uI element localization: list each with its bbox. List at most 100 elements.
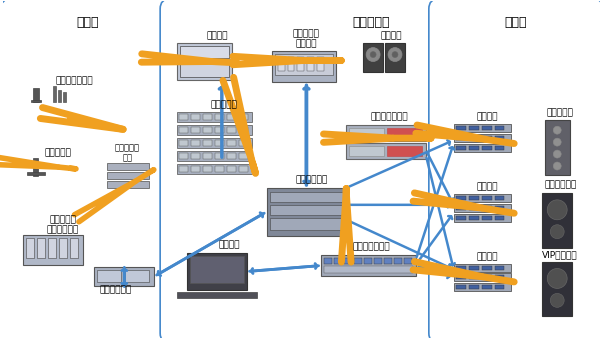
Text: 数字功放: 数字功放 <box>477 113 498 122</box>
Bar <box>107 163 149 170</box>
Bar <box>125 270 149 282</box>
Bar <box>215 114 224 120</box>
Bar <box>384 258 392 263</box>
Bar <box>325 258 332 263</box>
Text: 无线传声器系统: 无线传声器系统 <box>56 76 94 85</box>
Bar <box>317 57 325 72</box>
Bar <box>179 127 188 133</box>
Text: 数字功放: 数字功放 <box>477 182 498 192</box>
Bar <box>482 146 491 150</box>
Text: 观众区扩声: 观众区扩声 <box>547 109 574 118</box>
Bar <box>456 276 466 279</box>
Bar <box>469 265 479 270</box>
Bar <box>215 140 224 146</box>
Circle shape <box>553 126 561 134</box>
Bar <box>346 143 426 159</box>
Bar <box>456 216 466 220</box>
Bar <box>203 140 212 146</box>
Circle shape <box>392 52 398 58</box>
Bar <box>27 172 45 175</box>
Bar <box>203 114 212 120</box>
Bar <box>239 140 248 146</box>
Bar <box>191 140 200 146</box>
Bar <box>227 140 236 146</box>
Bar <box>177 293 257 298</box>
Bar <box>58 91 61 102</box>
Bar <box>456 126 466 130</box>
Bar <box>469 276 479 279</box>
Bar <box>177 125 252 135</box>
Circle shape <box>550 225 564 239</box>
Bar <box>62 92 65 102</box>
Bar <box>190 256 244 283</box>
Bar <box>275 54 334 76</box>
Bar <box>482 285 491 290</box>
Bar <box>469 136 479 140</box>
Bar <box>454 274 511 281</box>
Bar <box>482 276 491 279</box>
Bar <box>37 238 45 258</box>
Text: 调音台接口箱: 调音台接口箱 <box>295 176 328 184</box>
Circle shape <box>547 268 567 288</box>
Circle shape <box>547 200 567 220</box>
Bar <box>179 114 188 120</box>
Text: 有线传声器: 有线传声器 <box>44 148 71 158</box>
Bar <box>215 166 224 172</box>
Bar <box>454 283 511 292</box>
Bar <box>482 216 491 220</box>
Bar <box>454 124 511 132</box>
Bar <box>33 158 38 176</box>
Bar <box>354 258 362 263</box>
Bar <box>177 151 252 161</box>
Bar <box>203 166 212 172</box>
Bar <box>456 146 466 150</box>
Bar <box>482 196 491 200</box>
Bar <box>494 136 505 140</box>
Text: 观众区: 观众区 <box>76 16 99 29</box>
Bar <box>469 126 479 130</box>
Text: 控制电脑: 控制电脑 <box>218 240 239 249</box>
Bar <box>307 57 314 72</box>
Bar <box>394 258 402 263</box>
Bar <box>59 238 67 258</box>
Text: 数字调音台: 数字调音台 <box>293 29 320 38</box>
Bar <box>227 114 236 120</box>
Bar <box>469 216 479 220</box>
Bar <box>456 206 466 210</box>
Bar <box>287 57 295 72</box>
Bar <box>107 181 149 188</box>
Bar <box>298 57 304 72</box>
Bar <box>456 136 466 140</box>
Bar <box>179 153 188 159</box>
Bar <box>469 285 479 290</box>
Bar <box>456 196 466 200</box>
Bar <box>180 61 229 77</box>
Circle shape <box>553 138 561 146</box>
Bar <box>203 127 212 133</box>
Text: 观众区: 观众区 <box>504 16 527 29</box>
Bar <box>33 88 39 102</box>
Bar <box>47 238 56 258</box>
Bar <box>454 214 511 222</box>
Bar <box>191 127 200 133</box>
Bar <box>227 153 236 159</box>
Bar <box>179 140 188 146</box>
Bar <box>239 127 248 133</box>
Text: 数字调音台: 数字调音台 <box>49 215 76 224</box>
Bar <box>97 270 121 282</box>
Text: 数字音频处理器: 数字音频处理器 <box>370 113 408 122</box>
Text: 信号塞孔排: 信号塞孔排 <box>211 101 237 110</box>
Text: VIP区域扩声: VIP区域扩声 <box>542 250 578 259</box>
Bar <box>23 235 83 264</box>
Bar <box>266 188 346 236</box>
Bar <box>387 146 422 156</box>
Circle shape <box>553 162 561 170</box>
Bar <box>454 263 511 272</box>
Bar <box>494 285 505 290</box>
Bar <box>494 196 505 200</box>
Bar <box>482 265 491 270</box>
Text: 监听音箱: 监听音箱 <box>380 31 402 40</box>
Bar <box>494 146 505 150</box>
Bar <box>456 265 466 270</box>
Bar <box>545 120 570 175</box>
